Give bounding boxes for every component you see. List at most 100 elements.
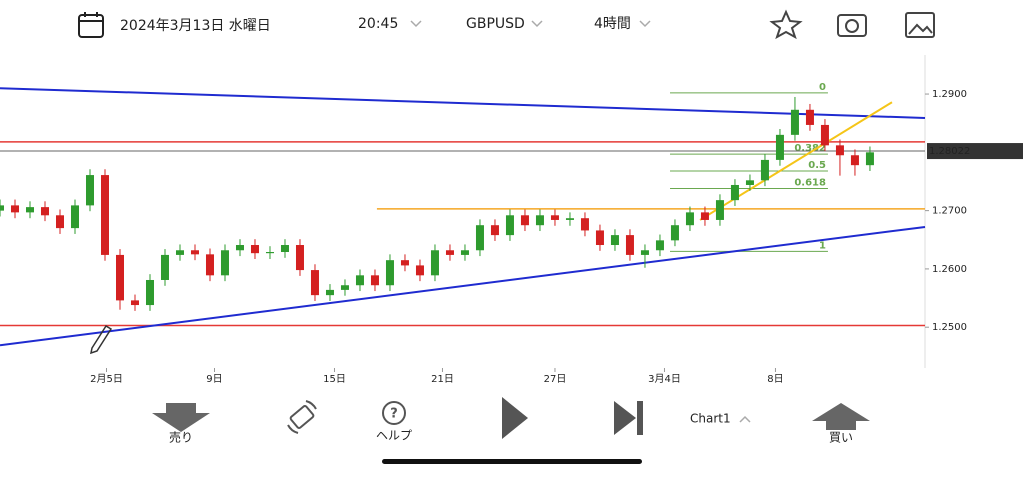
candle-body xyxy=(505,215,514,236)
trend-line xyxy=(0,87,926,119)
buy-icon[interactable] xyxy=(812,403,870,430)
candle-body xyxy=(400,260,409,266)
candle-body xyxy=(265,252,274,254)
sell-icon[interactable] xyxy=(152,403,210,432)
candle-body xyxy=(640,250,649,255)
help-label[interactable]: ヘルプ xyxy=(376,429,412,443)
candle-body xyxy=(625,235,634,255)
candle-body xyxy=(40,207,49,216)
date: 2024年3月13日 水曜日 xyxy=(120,18,271,34)
chart-selector[interactable]: Chart1 xyxy=(690,412,731,426)
candle-body xyxy=(175,250,184,255)
candle-body xyxy=(100,175,109,255)
dropdown-arrows xyxy=(410,20,651,28)
candle-body xyxy=(715,200,724,220)
candle-body xyxy=(460,250,469,255)
candle-body xyxy=(760,159,769,181)
x-tick-label: 9日 xyxy=(206,374,222,385)
camera-icon[interactable] xyxy=(837,14,867,37)
sell-label[interactable]: 売り xyxy=(169,430,193,445)
chart: 1.2900 1.2700 1.2600 1.2500 2月5日 9日 15日 21日 27日 3… xyxy=(0,55,1023,385)
candle-body xyxy=(520,215,529,226)
fib-label: 0.618 xyxy=(794,177,826,188)
x-tick-label: 2月5日 xyxy=(90,373,123,385)
candle-body xyxy=(685,212,694,226)
trend-line xyxy=(0,225,926,347)
candle-body xyxy=(610,235,619,246)
candle-body xyxy=(280,245,289,253)
candle-body xyxy=(130,300,139,306)
step-button[interactable] xyxy=(614,401,643,435)
fib-label: 0.5 xyxy=(808,160,826,171)
candle-body xyxy=(55,215,64,229)
y-tick-label: 1.2900 xyxy=(932,89,967,100)
trend-line xyxy=(699,101,893,221)
x-tick-label: 15日 xyxy=(323,374,346,385)
candle-body xyxy=(205,254,214,276)
candle-body xyxy=(655,240,664,251)
candle-body xyxy=(0,205,4,211)
candle-body xyxy=(820,124,829,146)
candle-body xyxy=(805,109,814,125)
current-price-label: 1.28022 xyxy=(929,146,970,157)
candle-body xyxy=(850,155,859,166)
candle-body xyxy=(190,250,199,255)
y-tick-label: 1.2700 xyxy=(932,206,967,217)
candle-body xyxy=(250,245,259,254)
star-icon[interactable] xyxy=(769,9,803,40)
candle-body xyxy=(700,212,709,220)
y-tick-label: 1.2500 xyxy=(932,322,967,333)
candle-body xyxy=(775,134,784,160)
y-tick-label: 1.2600 xyxy=(932,264,967,275)
candle-body xyxy=(310,270,319,296)
candle-body xyxy=(340,285,349,290)
x-tick-label: 3月4日 xyxy=(648,373,681,385)
candle-body xyxy=(25,207,34,213)
time[interactable]: 20:45 xyxy=(358,16,398,32)
candle-body xyxy=(550,215,559,220)
current-price-box xyxy=(927,143,1023,160)
x-tick-label: 21日 xyxy=(431,374,454,385)
candle-body xyxy=(490,225,499,236)
fib-label: 1 xyxy=(819,240,826,251)
candle-body xyxy=(475,225,484,251)
chart-selector-arrow xyxy=(739,415,751,423)
x-tick-label: 8日 xyxy=(767,374,783,385)
fib-label: 0 xyxy=(819,82,826,93)
timeframe[interactable]: 4時間 xyxy=(594,16,631,32)
candle-body xyxy=(220,250,229,276)
calendar-icon[interactable] xyxy=(78,12,104,38)
candle-body xyxy=(835,145,844,156)
symbol[interactable]: GBPUSD xyxy=(466,16,525,32)
image-icon[interactable] xyxy=(905,12,935,38)
candle-body xyxy=(580,218,589,231)
candle-body xyxy=(745,180,754,185)
candle-body xyxy=(670,225,679,241)
candle-body xyxy=(325,289,334,296)
candle-body xyxy=(535,215,544,226)
candle-body xyxy=(565,218,574,220)
home-indicator xyxy=(382,459,642,464)
candle-body xyxy=(160,254,169,280)
x-tick-label: 27日 xyxy=(544,374,567,385)
candle-body xyxy=(370,275,379,286)
buy-label[interactable]: 買い xyxy=(829,431,853,445)
play-button[interactable] xyxy=(502,397,528,439)
candle-body xyxy=(415,265,424,276)
candle-body xyxy=(865,152,874,166)
candle-body xyxy=(235,245,244,251)
candle-body xyxy=(70,205,79,229)
candle-body xyxy=(145,279,154,306)
candle-body xyxy=(295,245,304,271)
candle-body xyxy=(385,260,394,286)
fib-label: 0.382 xyxy=(794,143,826,154)
candle-body xyxy=(790,109,799,135)
candle-body xyxy=(115,254,124,301)
pencil-icon xyxy=(90,324,113,355)
rotate-icon[interactable] xyxy=(287,400,317,434)
candle-body xyxy=(445,250,454,255)
candle-body xyxy=(10,205,19,213)
help-icon[interactable] xyxy=(382,401,406,425)
candle-body xyxy=(355,275,364,286)
